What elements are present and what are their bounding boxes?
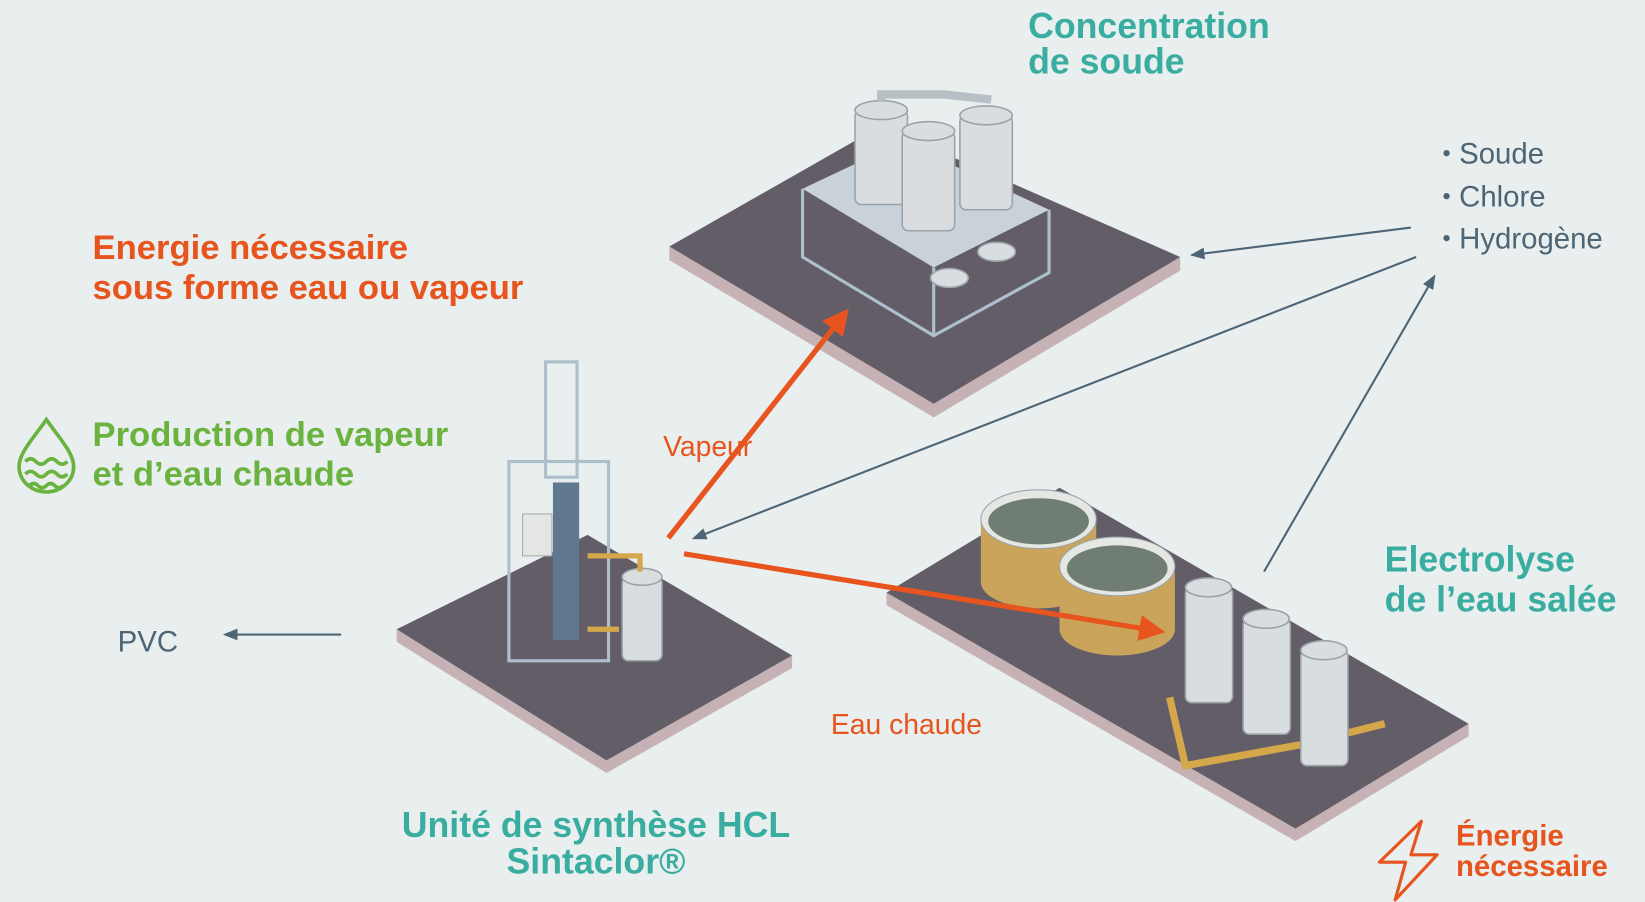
energy-note: Energie nécessaire — [93, 229, 409, 267]
product: Chlore — [1459, 181, 1546, 214]
water-drop-icon — [19, 420, 74, 492]
hcl-unit — [397, 362, 792, 773]
bullet — [1443, 193, 1449, 199]
tank — [622, 577, 662, 661]
tower — [546, 362, 577, 477]
vessel — [523, 514, 552, 556]
energy-note: sous forme eau ou vapeur — [93, 269, 524, 307]
product: Hydrogène — [1459, 223, 1603, 256]
product: Soude — [1459, 138, 1544, 171]
unit-label: de soude — [1028, 41, 1185, 81]
unit-label: Sintaclor® — [507, 842, 686, 882]
diagram: Concentration de soude Electrolyse de l’… — [0, 0, 1645, 902]
steam-arrow — [668, 313, 845, 538]
platform — [397, 535, 792, 761]
unit-label: Unité de synthèse HCL — [402, 805, 790, 845]
electrolysis-unit — [886, 488, 1468, 841]
bullet — [1443, 235, 1449, 241]
concentration-unit — [669, 94, 1180, 417]
steam-production: et d’eau chaude — [93, 456, 355, 494]
output-label: PVC — [118, 625, 178, 658]
lightning-icon — [1379, 821, 1437, 900]
unit-label: de l’eau salée — [1385, 579, 1617, 619]
flow-label: Eau chaude — [831, 708, 982, 740]
column — [553, 482, 579, 639]
unit-label: Concentration — [1028, 6, 1270, 46]
flow-label: Vapeur — [663, 430, 752, 462]
unit-label: Electrolyse — [1385, 540, 1575, 580]
power-note: nécessaire — [1456, 850, 1608, 883]
steam-production: Production de vapeur — [93, 416, 449, 454]
page: Concentration de soude Electrolyse de l’… — [0, 0, 1645, 902]
product-arrow — [1264, 277, 1434, 572]
power-note: Énergie — [1456, 818, 1564, 852]
bullet — [1443, 150, 1449, 156]
product-arrow — [1193, 228, 1411, 255]
